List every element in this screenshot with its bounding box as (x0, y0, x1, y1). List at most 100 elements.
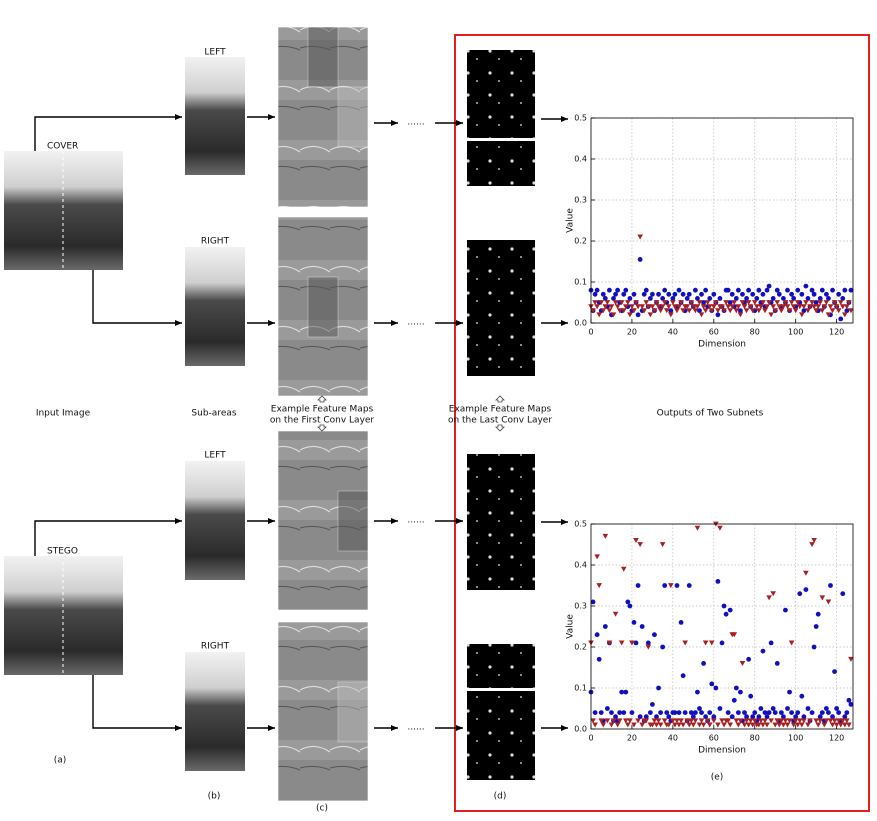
point (742, 710, 747, 715)
point (625, 300, 631, 306)
point (612, 300, 619, 306)
point (780, 722, 787, 728)
point (823, 291, 829, 297)
point (788, 300, 795, 306)
point (729, 304, 736, 310)
point (686, 583, 692, 588)
point (819, 595, 826, 601)
point (649, 304, 656, 310)
point (825, 312, 832, 318)
point (756, 308, 762, 314)
y-tick-label: 0.1 (574, 278, 587, 287)
point (725, 287, 731, 293)
point (631, 722, 637, 728)
point (796, 304, 803, 310)
point (590, 308, 596, 314)
point (698, 718, 705, 724)
point (668, 583, 674, 589)
point (790, 722, 797, 728)
point (813, 300, 819, 305)
point (598, 300, 605, 306)
point (690, 722, 697, 728)
highlight-box (454, 34, 870, 812)
point (639, 722, 645, 728)
point (762, 308, 768, 314)
point (721, 308, 727, 314)
point (660, 644, 666, 650)
point (664, 710, 670, 715)
point (706, 304, 713, 310)
y-tick-label: 0.3 (574, 602, 587, 611)
left-label: LEFT (204, 451, 226, 461)
point (844, 304, 850, 310)
point (651, 308, 658, 314)
point (838, 316, 844, 322)
panel-label: (b) (208, 792, 221, 802)
cover-label: COVER (47, 142, 78, 152)
point (825, 599, 832, 605)
point (733, 718, 740, 724)
dots: ...... (407, 118, 424, 128)
point (738, 689, 743, 695)
point (737, 312, 744, 318)
subarea-images (185, 57, 245, 771)
point (756, 722, 762, 728)
point (740, 291, 745, 297)
point (633, 538, 639, 543)
point (643, 300, 650, 306)
point (703, 287, 709, 293)
point (784, 722, 791, 728)
y-tick-label: 0.0 (574, 319, 587, 328)
point (807, 304, 813, 310)
point (809, 287, 815, 293)
point (708, 308, 715, 314)
point (686, 722, 693, 728)
point (796, 718, 803, 724)
point (723, 300, 729, 306)
point (692, 308, 699, 314)
point (670, 718, 676, 724)
point (594, 554, 600, 560)
point (832, 669, 837, 674)
y-tick-label: 0.5 (574, 114, 587, 123)
point (770, 304, 776, 310)
y-tick-label: 0.3 (574, 196, 587, 205)
point (668, 312, 674, 318)
point (639, 624, 645, 629)
point (606, 308, 613, 314)
point (733, 685, 739, 691)
y-tick-label: 0.4 (574, 561, 587, 570)
point (676, 710, 682, 715)
point (764, 714, 770, 720)
point (766, 595, 772, 601)
point (770, 591, 776, 597)
point (782, 718, 789, 724)
point (770, 706, 776, 711)
point (703, 714, 709, 720)
y-tick-label: 0.5 (574, 520, 587, 529)
point (842, 287, 848, 293)
point (661, 718, 668, 724)
point (656, 685, 661, 691)
point (795, 287, 801, 293)
plot-area (591, 118, 853, 323)
point (768, 312, 774, 318)
point (817, 300, 824, 306)
point (846, 300, 852, 306)
point (780, 304, 787, 310)
point (842, 714, 848, 720)
point (711, 718, 717, 724)
point (844, 710, 850, 715)
point (655, 718, 662, 724)
point (614, 304, 621, 310)
point (645, 640, 651, 646)
point (620, 566, 627, 572)
point (637, 542, 643, 548)
point (835, 308, 842, 314)
point (756, 287, 762, 293)
point (704, 300, 711, 306)
point (831, 718, 838, 724)
point (760, 722, 766, 728)
point (715, 312, 721, 318)
x-axis-label: Dimension (698, 340, 746, 350)
